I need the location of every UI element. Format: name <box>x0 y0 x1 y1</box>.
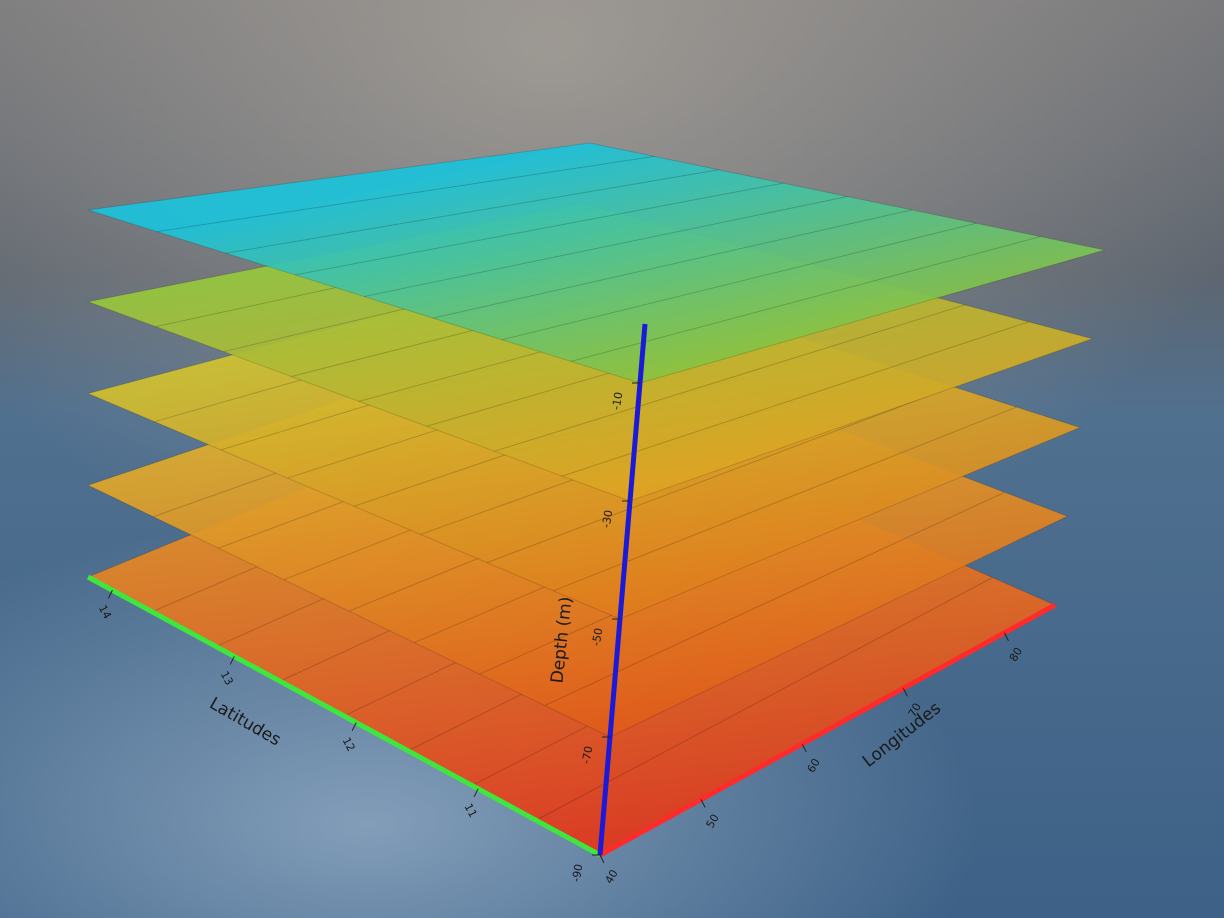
depth-tick-label: -30 <box>600 509 616 529</box>
lon-tick-label: 70 <box>906 701 924 720</box>
lat-tick <box>229 656 235 665</box>
lat-tick <box>473 788 479 798</box>
lon-tick-label: 40 <box>602 867 620 886</box>
contour-line <box>225 169 719 254</box>
lon-tick <box>902 688 908 697</box>
lon-tick <box>801 743 807 753</box>
contour-line <box>486 386 954 564</box>
contour-line <box>562 321 1029 477</box>
depth-tick-label: -70 <box>580 745 596 765</box>
lon-tick <box>700 799 706 808</box>
contour-line <box>544 491 1005 706</box>
lon-tick-label: 50 <box>704 812 722 831</box>
latitude-axis <box>86 574 602 858</box>
depth-layer <box>87 142 1106 384</box>
lon-tick <box>1003 632 1009 642</box>
contour-line <box>294 182 784 276</box>
contour-line <box>432 209 912 319</box>
contour-line <box>570 236 1041 362</box>
lat-tick <box>107 590 113 599</box>
lon-tick-label: 80 <box>1007 645 1025 664</box>
contour-line <box>156 155 655 233</box>
depth-tick-label: -90 <box>570 863 586 883</box>
lat-tick-label: 13 <box>218 669 236 687</box>
contour-line <box>535 577 993 821</box>
contour-line <box>553 406 1017 592</box>
lat-tick <box>351 722 357 731</box>
lat-tick-label: 11 <box>462 801 480 819</box>
depth-tick-label: -50 <box>590 627 606 647</box>
lat-tick-label: 12 <box>340 735 358 753</box>
lon-tick <box>599 854 605 864</box>
depth-axis <box>597 323 648 856</box>
lat-tick-label: 14 <box>96 603 114 621</box>
lon-tick-label: 60 <box>805 756 823 775</box>
depth-tick-label: -10 <box>610 391 626 411</box>
contour-line <box>494 304 965 452</box>
contour-line <box>363 196 848 297</box>
contour-line <box>501 222 977 341</box>
longitude-axis <box>598 602 1057 858</box>
